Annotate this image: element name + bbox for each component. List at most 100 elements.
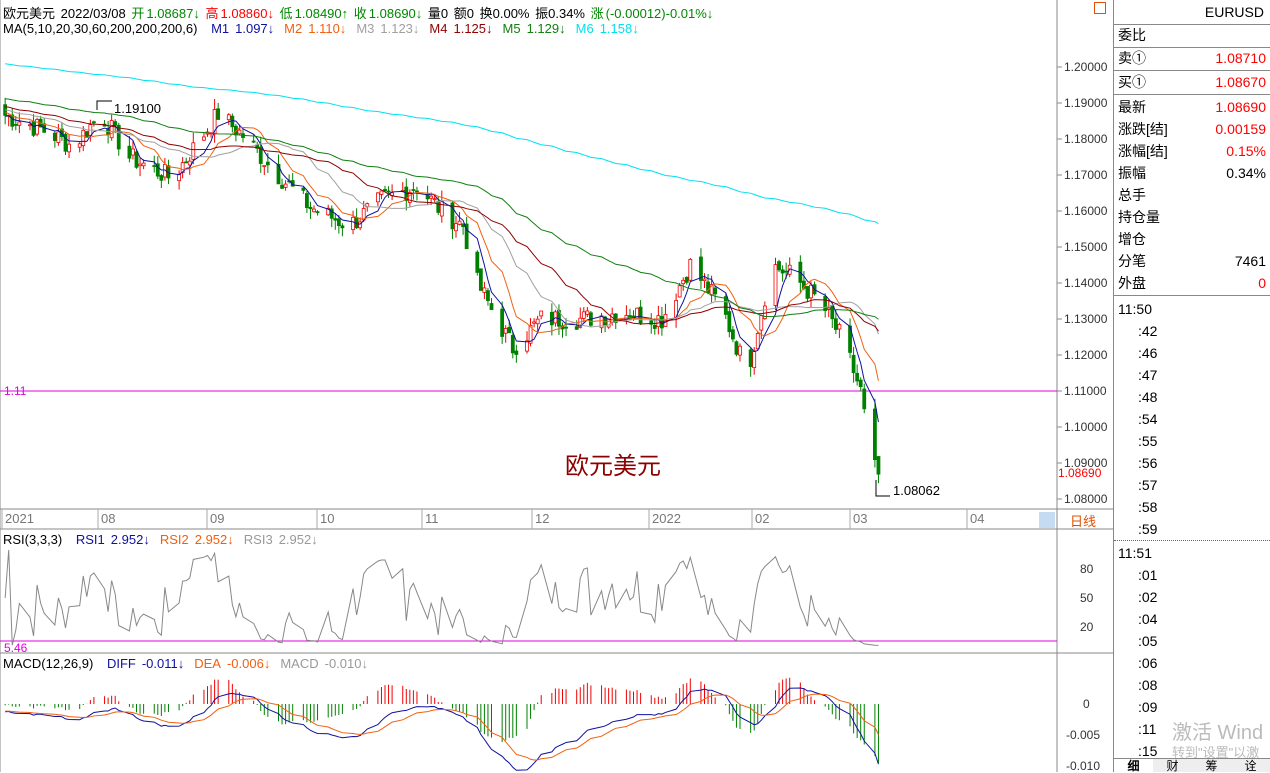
candle xyxy=(67,143,71,153)
candle xyxy=(28,124,32,127)
candle xyxy=(180,162,185,174)
candle xyxy=(738,345,742,356)
candle xyxy=(31,120,36,136)
tick-time: :59 xyxy=(1138,521,1158,537)
quote-row: 涨幅[结] 0.15% xyxy=(1118,140,1266,162)
candle xyxy=(727,311,732,333)
chart-canvas[interactable] xyxy=(0,0,1113,772)
candle xyxy=(81,129,86,147)
price-tick-label: 1.19000 xyxy=(1064,96,1108,110)
candle xyxy=(308,206,313,210)
quote-row-label: 委比 xyxy=(1118,27,1146,43)
candle xyxy=(532,321,536,324)
candle xyxy=(457,220,462,225)
candle xyxy=(638,306,643,324)
candle xyxy=(833,318,838,330)
rsi-legend-value: 2.952↓ xyxy=(194,532,234,547)
price-tick-label: 1.09000 xyxy=(1064,456,1108,470)
candle xyxy=(681,279,686,285)
expand-icon[interactable] xyxy=(1094,2,1106,14)
rsi-legend: RSI(3,3,3) RSI1 2.952↓ RSI2 2.952↓ RSI3 2.952… xyxy=(3,532,320,547)
macd-legend-name: DIFF xyxy=(106,656,136,671)
candle xyxy=(301,187,306,191)
chart-area[interactable]: 欧元美元 2022/03/08 开 1.08687↓ 高 1.08860↓ 低 1.0… xyxy=(0,0,1113,773)
time-label: 2022 xyxy=(652,511,681,526)
tick-time: :08 xyxy=(1138,677,1158,693)
candle xyxy=(500,308,505,337)
macd-legend-value: -0.011↓ xyxy=(141,656,185,671)
candle xyxy=(773,264,778,306)
candle xyxy=(134,151,139,168)
ma30-line xyxy=(5,106,879,332)
candle xyxy=(450,202,455,230)
candle xyxy=(628,315,632,320)
quote-row: 振幅 0.34% xyxy=(1118,162,1266,184)
quote-row-label: 增仓 xyxy=(1118,231,1146,247)
price-tick-label: 1.20000 xyxy=(1064,60,1108,74)
quote-row-label: 买① xyxy=(1118,74,1146,90)
tick-time: :02 xyxy=(1138,589,1158,605)
low-label: 低 xyxy=(279,6,293,21)
quote-row: 增仓 xyxy=(1118,228,1266,250)
ma10-line xyxy=(5,111,879,381)
candle xyxy=(486,290,490,301)
candle xyxy=(226,114,231,121)
price-tick-label: 1.15000 xyxy=(1064,240,1108,254)
candle xyxy=(429,195,434,199)
candle xyxy=(454,223,458,232)
tick-time: :15 xyxy=(1138,743,1158,759)
candle xyxy=(436,201,441,213)
candle xyxy=(202,136,206,141)
amplitude: 振0.34% xyxy=(535,6,585,21)
low-marker: 1.08062 xyxy=(893,483,940,498)
quote-row: 外盘 0 xyxy=(1118,272,1266,294)
period-button[interactable]: 日线 xyxy=(1070,514,1097,529)
candle xyxy=(755,333,760,350)
candle xyxy=(237,129,242,135)
open-label: 开 xyxy=(131,6,145,21)
tick-time: 11:51 xyxy=(1118,545,1152,561)
macd-tick-label: 0 xyxy=(1083,697,1090,711)
candle xyxy=(873,408,877,461)
quote-row-label: 最新 xyxy=(1118,99,1146,115)
quote-row-value: 1.08710 xyxy=(1215,50,1266,66)
panel-tab[interactable]: 财 xyxy=(1166,759,1179,773)
candle xyxy=(116,124,121,150)
change-value: (-0.00012)-0.01%↓ xyxy=(605,6,714,21)
ma-legend-name: M6 xyxy=(575,21,594,36)
panel-tab[interactable]: 筹 xyxy=(1205,759,1218,773)
panel-tab[interactable]: 诠 xyxy=(1244,759,1257,773)
candle xyxy=(830,306,835,320)
candle xyxy=(177,174,182,182)
candle xyxy=(127,145,132,159)
candle xyxy=(581,311,586,319)
candle xyxy=(706,281,710,293)
candle xyxy=(528,324,533,344)
ma-legend-value: 1.158↓ xyxy=(599,21,639,36)
candle xyxy=(759,315,764,331)
quote-row-value: 0.34% xyxy=(1226,165,1266,181)
rsi-level-label: 5.46 xyxy=(4,641,28,655)
tick-time: :57 xyxy=(1138,477,1158,493)
panel-symbol: EURUSD xyxy=(1204,4,1264,20)
rsi-tick-label: 80 xyxy=(1080,562,1094,577)
candle xyxy=(855,372,860,382)
quote-row: 总手 xyxy=(1118,184,1266,206)
time-label: 09 xyxy=(210,511,225,526)
candle xyxy=(699,256,703,281)
quote-row: 最新 1.08690 xyxy=(1118,96,1266,118)
ma-legend-value: 1.110↓ xyxy=(308,21,347,36)
quote-row-label: 持仓量 xyxy=(1118,209,1160,225)
time-label: 2021 xyxy=(5,511,34,526)
ma-legend: MA(5,10,20,30,60,200,200,200,6) M1 1.097↓… xyxy=(3,21,641,36)
price-tick-label: 1.10000 xyxy=(1064,420,1108,434)
candle xyxy=(762,305,767,320)
ma-legend-name: M3 xyxy=(356,21,375,36)
candle xyxy=(731,329,735,340)
panel-tab[interactable]: 细 xyxy=(1114,759,1153,773)
candle xyxy=(329,208,334,219)
quote-row: 卖① 1.08710 xyxy=(1118,47,1266,69)
scroll-handle[interactable] xyxy=(1039,512,1055,528)
candle xyxy=(464,223,469,250)
macd-tick-label: -0.010 xyxy=(1066,759,1101,773)
